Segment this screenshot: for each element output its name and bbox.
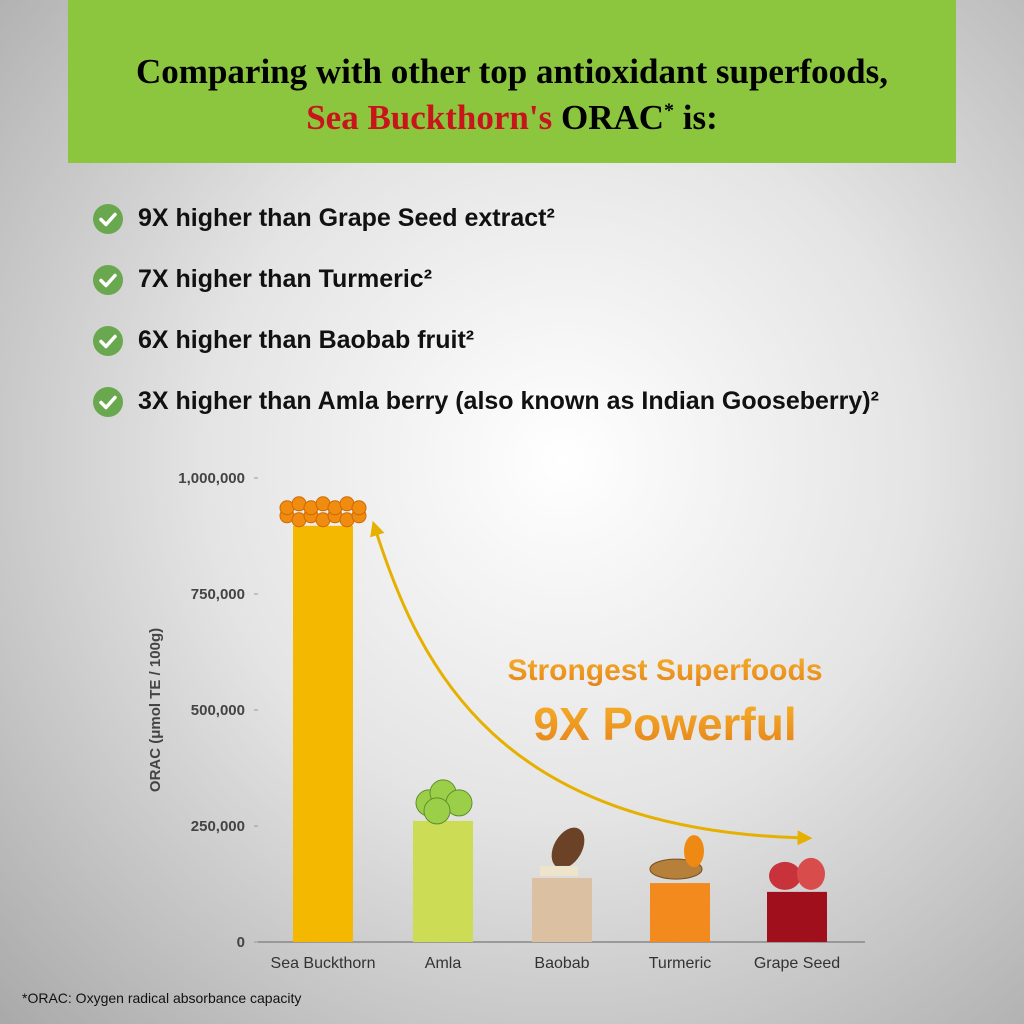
bullet-text: 3X higher than Amla berry (also known as… xyxy=(138,387,879,415)
check-icon xyxy=(93,386,123,417)
bullet: 6X higher than Baobab fruit² xyxy=(92,310,879,371)
x-tick-label: Amla xyxy=(425,955,462,972)
header-line: Comparing with other top antioxidant sup… xyxy=(136,52,888,91)
fruit-icon xyxy=(423,797,451,825)
bullet: 7X higher than Turmeric² xyxy=(92,249,879,310)
check-icon xyxy=(93,264,123,295)
y-tick-label: 0 xyxy=(237,934,245,951)
arrow xyxy=(370,520,813,846)
x-tick-label: Baobab xyxy=(534,955,589,972)
fruit-icon xyxy=(540,865,578,876)
check-icon xyxy=(93,325,123,356)
x-tick-label: Turmeric xyxy=(649,955,712,972)
bar xyxy=(293,525,353,942)
y-tick-label: 250,000 xyxy=(191,818,245,835)
fruit-icon xyxy=(797,857,825,890)
header-line: Sea Buckthorn's ORAC* is: xyxy=(68,98,956,138)
x-tick-label: Grape Seed xyxy=(754,955,840,972)
asterisk: * xyxy=(664,99,675,122)
chart: Strongest Superfoods 9X Powerful ORAC (μ… xyxy=(147,470,865,972)
fruit-icon xyxy=(769,861,801,890)
y-tick-label: 750,000 xyxy=(191,586,245,603)
check-icon xyxy=(93,203,123,234)
fruit-icon xyxy=(684,835,704,868)
fruit-icon xyxy=(551,827,585,869)
footnote: *ORAC: Oxygen radical absorbance capacit… xyxy=(22,990,302,1006)
y-axis-label: ORAC (μmol TE / 100g) xyxy=(147,628,164,792)
bar xyxy=(650,883,710,942)
bullet-list: 9X higher than Grape Seed extract² 7X hig… xyxy=(92,188,879,432)
y-tick-label: 1,000,000 xyxy=(178,470,245,487)
y-tick-label: 500,000 xyxy=(191,702,245,719)
bullet: 3X higher than Amla berry (also known as… xyxy=(92,371,879,432)
orac: ORAC xyxy=(560,98,665,137)
bullet-text: 9X higher than Grape Seed extract² xyxy=(138,204,555,232)
bullet: 9X higher than Grape Seed extract² xyxy=(92,188,879,249)
bar xyxy=(413,820,473,942)
x-tick-label: Sea Buckthorn xyxy=(271,955,376,972)
fruit-icon xyxy=(351,500,367,516)
bar xyxy=(532,877,592,942)
highlight: Sea Buckthorn's xyxy=(306,98,553,137)
annotation: Strongest Superfoods xyxy=(507,654,822,687)
bullet-text: 6X higher than Baobab fruit² xyxy=(138,326,475,354)
bullet-text: 7X higher than Turmeric² xyxy=(138,265,433,293)
tail: is: xyxy=(682,98,718,137)
header: Comparing with other top antioxidant sup… xyxy=(68,0,956,163)
annotation: 9X Powerful xyxy=(533,698,796,750)
bar xyxy=(767,891,827,942)
